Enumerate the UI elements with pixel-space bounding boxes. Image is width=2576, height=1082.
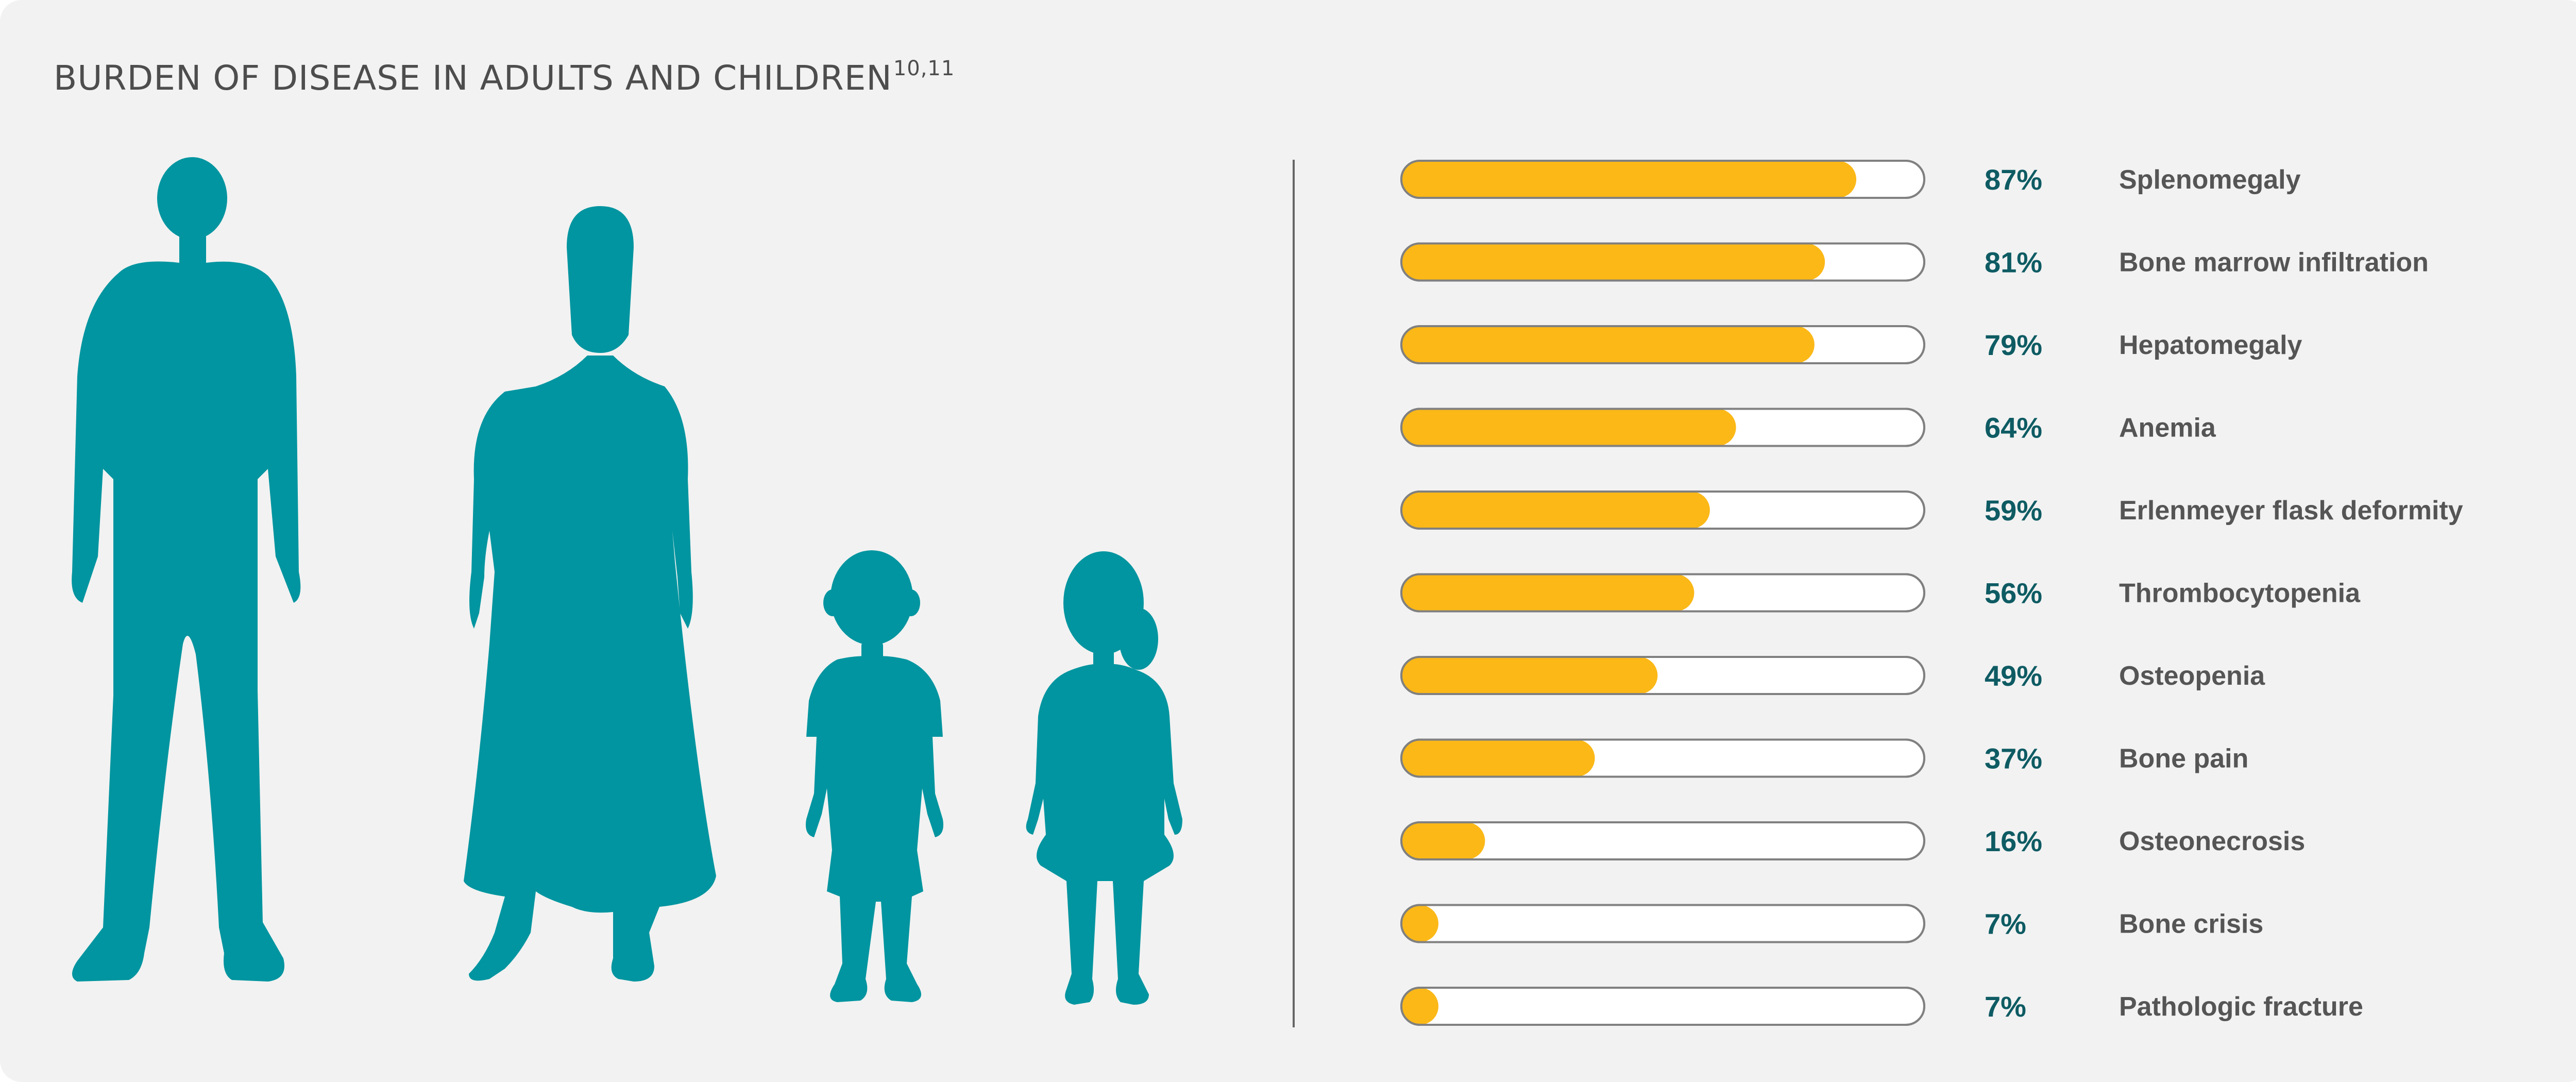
bar-outline [1400,573,1925,613]
boy-silhouette-icon [806,550,943,1002]
bar-row: 87% Splenomegaly [1400,160,2301,199]
bar-fill [1401,492,1710,529]
bar-row: 79% Hepatomegaly [1400,325,2302,364]
bar-outline [1400,821,1925,860]
category-label: Splenomegaly [2119,165,2301,195]
bar-fill [1401,988,1438,1025]
bar-fill [1401,409,1736,446]
bar-outline [1400,904,1925,943]
bar-row: 37% Bone pain [1400,738,2248,778]
chart-title: BURDEN OF DISEASE IN ADULTS AND CHILDREN… [54,57,955,98]
category-label: Bone crisis [2119,909,2263,939]
bar-outline [1400,408,1925,447]
girl-silhouette-icon [1026,551,1182,1005]
category-label: Pathologic fracture [2119,992,2363,1022]
bar-fill [1401,822,1485,859]
bar-row: 64% Anemia [1400,408,2216,447]
value-label: 7% [1985,990,2026,1023]
value-label: 37% [1985,742,2042,775]
adult-man-silhouette-icon [72,157,301,982]
value-label: 16% [1985,825,2042,857]
value-label: 81% [1985,246,2042,279]
bar-track [1400,987,1925,1026]
adult-woman-silhouette-icon [464,206,716,982]
value-label: 49% [1985,660,2042,692]
value-label: 59% [1985,494,2042,527]
bar-row: 16% Osteonecrosis [1400,821,2305,860]
people-silhouettes [72,157,1182,1005]
bar-fill [1401,161,1857,198]
value-label: 64% [1985,412,2042,444]
bar-track [1400,904,1925,943]
bar-outline [1400,738,1925,778]
value-label: 79% [1985,329,2042,361]
section-divider [1293,160,1295,1027]
bar-outline [1400,325,1925,364]
bar-fill [1401,574,1694,612]
category-label: Hepatomegaly [2119,330,2302,360]
bar-outline [1400,160,1925,199]
bar-outline [1400,656,1925,695]
category-label: Bone pain [2119,744,2248,774]
value-label: 7% [1985,908,2026,940]
bar-fill [1401,739,1595,777]
bar-outline [1400,987,1925,1026]
value-label: 56% [1985,577,2042,610]
category-label: Osteonecrosis [2119,826,2305,856]
bar-outline [1400,242,1925,282]
bar-outline [1400,491,1925,530]
bar-row: 56% Thrombocytopenia [1400,573,2361,613]
bar-fill [1401,326,1815,363]
category-label: Osteopenia [2119,661,2265,691]
prevalence-bar-chart: 87% Splenomegaly 81% Bone marrow infiltrati… [1400,160,2463,1026]
category-label: Thrombocytopenia [2119,579,2361,608]
bar-fill [1401,905,1438,942]
category-label: Anemia [2119,413,2216,443]
bar-row: 81% Bone marrow infiltration [1400,242,2429,282]
value-label: 87% [1985,163,2042,196]
chart-title-text: BURDEN OF DISEASE IN ADULTS AND CHILDREN [54,58,892,98]
bar-row: 49% Osteopenia [1400,656,2265,695]
bar-row: 7% Bone crisis [1400,904,2263,943]
bars-layer: 87% Splenomegaly 81% Bone marrow infiltrati… [1400,160,2463,1026]
bar-row: 59% Erlenmeyer flask deformity [1400,491,2463,530]
category-label: Erlenmeyer flask deformity [2119,496,2463,526]
bar-fill [1401,243,1825,281]
bar-row: 7% Pathologic fracture [1400,987,2363,1026]
title-citation: 10,11 [893,57,955,80]
category-label: Bone marrow infiltration [2119,248,2429,278]
bar-fill [1401,657,1658,694]
